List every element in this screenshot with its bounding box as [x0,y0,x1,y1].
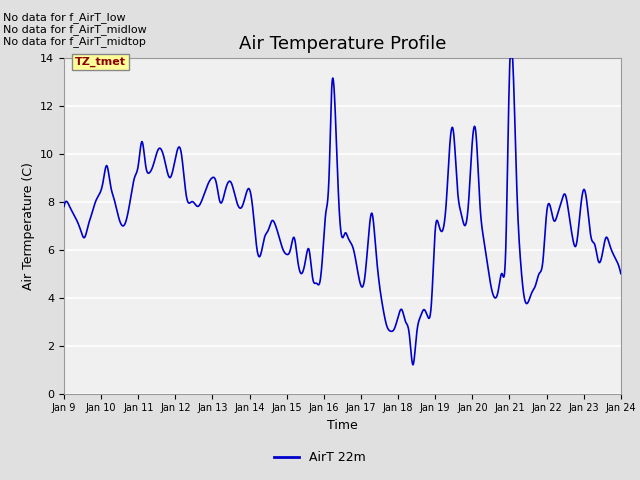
Title: Air Temperature Profile: Air Temperature Profile [239,35,446,53]
Text: No data for f_AirT_low: No data for f_AirT_low [3,12,126,23]
X-axis label: Time: Time [327,419,358,432]
Text: No data for f_AirT_midtop: No data for f_AirT_midtop [3,36,146,47]
Text: No data for f_AirT_midlow: No data for f_AirT_midlow [3,24,147,35]
Text: TZ_tmet: TZ_tmet [75,57,126,67]
Legend: AirT 22m: AirT 22m [269,446,371,469]
Y-axis label: Air Termperature (C): Air Termperature (C) [22,162,35,289]
